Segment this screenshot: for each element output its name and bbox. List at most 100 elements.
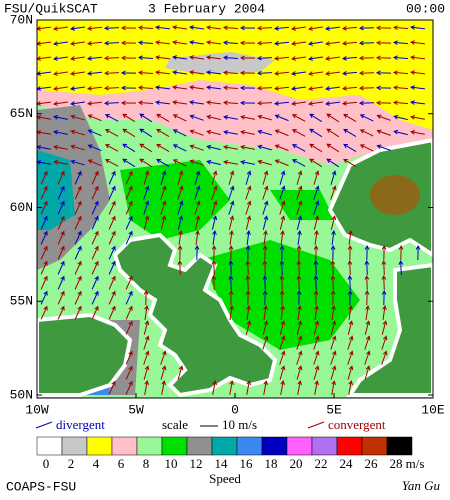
wind-arrow — [155, 40, 171, 45]
wind-arrow — [87, 101, 103, 106]
wind-arrow — [194, 244, 200, 261]
wind-arrow — [206, 129, 221, 136]
wind-arrow — [223, 115, 238, 120]
wind-vectors — [36, 25, 426, 395]
wind-arrow — [125, 215, 133, 230]
wind-arrow — [297, 230, 302, 246]
wind-arrow — [104, 129, 119, 137]
wind-arrow — [364, 274, 370, 291]
wind-arrow — [194, 170, 201, 185]
lon-label: 0 — [231, 402, 239, 417]
wind-arrow — [160, 185, 167, 200]
wind-arrow — [347, 274, 353, 291]
wind-arrow — [143, 170, 150, 185]
wind-arrow — [262, 215, 269, 230]
wind-arrow — [229, 305, 234, 321]
wind-arrow — [279, 200, 286, 215]
wind-arrow — [177, 200, 184, 215]
wind-arrow — [189, 114, 204, 121]
wind-arrow — [274, 129, 289, 137]
wind-arrow — [206, 100, 222, 105]
wind-arrow — [103, 85, 120, 91]
wind-arrow — [240, 114, 255, 120]
wind-arrow — [143, 320, 150, 335]
colorbar-box — [161, 436, 188, 456]
wind-arrow — [257, 129, 272, 136]
wind-arrow — [313, 335, 320, 350]
colorbar-label: 4 — [93, 456, 100, 471]
wind-arrow — [239, 55, 256, 61]
wind-arrow — [398, 244, 404, 261]
wind-arrow — [125, 365, 133, 380]
wind-arrow — [262, 289, 268, 306]
wind-arrow — [313, 215, 320, 230]
wind-arrow — [70, 101, 86, 106]
wind-arrow — [70, 144, 85, 151]
wind-arrow — [262, 259, 268, 276]
wind-arrow — [125, 170, 133, 185]
wind-arrow — [308, 101, 323, 106]
wind-arrow — [239, 85, 256, 91]
wind-arrow — [125, 200, 133, 215]
wind-arrow — [256, 85, 273, 91]
wind-arrow — [195, 230, 200, 246]
wind-arrow — [296, 244, 302, 261]
wind-arrow — [211, 170, 218, 185]
wind-arrow — [348, 305, 353, 321]
wind-arrow — [87, 114, 102, 122]
wind-arrow — [194, 215, 201, 230]
wind-arrow — [229, 380, 235, 395]
wind-arrow — [296, 320, 303, 335]
wind-arrow — [330, 170, 337, 185]
wind-arrow — [87, 144, 102, 152]
wind-arrow — [347, 335, 354, 350]
wind-arrow — [398, 259, 404, 276]
wind-arrow — [410, 100, 426, 105]
wind-arrow — [308, 41, 323, 46]
wind-arrow — [57, 305, 65, 320]
wind-arrow — [189, 25, 204, 30]
wind-arrow — [70, 26, 86, 31]
wind-arrow — [172, 159, 187, 167]
wind-arrow — [274, 86, 290, 91]
wind-arrow — [70, 159, 85, 166]
wind-arrow — [122, 158, 136, 168]
wind-arrow — [160, 350, 167, 365]
wind-arrow — [144, 305, 149, 321]
wind-arrow — [139, 143, 153, 153]
wind-arrow — [228, 170, 235, 185]
region — [37, 150, 75, 230]
wind-arrow — [364, 259, 370, 276]
wind-arrow — [364, 320, 371, 335]
wind-arrow — [74, 185, 82, 200]
wind-arrow — [279, 365, 286, 380]
wind-arrow — [364, 244, 370, 261]
wind-arrow — [410, 85, 426, 90]
wind-arrow — [375, 85, 392, 91]
colorbar-box — [286, 436, 313, 456]
wind-arrow — [358, 100, 375, 106]
wind-arrow — [74, 170, 82, 185]
wind-arrow — [347, 244, 353, 261]
wind-arrow — [392, 25, 409, 31]
wind-arrow — [40, 170, 48, 185]
wind-arrow — [57, 200, 65, 215]
wind-arrow — [291, 56, 307, 61]
wind-arrow — [103, 40, 120, 46]
wind-arrow — [279, 185, 286, 200]
wind-arrow — [291, 86, 307, 91]
wind-arrow — [74, 215, 82, 230]
wind-arrow — [245, 170, 252, 185]
wind-arrow — [279, 170, 286, 185]
colorbar-label: 8 — [143, 456, 150, 471]
wind-arrow — [57, 185, 65, 200]
wind-arrow — [156, 128, 170, 137]
wind-arrow — [172, 114, 187, 122]
wind-arrow — [125, 275, 133, 290]
wind-arrow — [172, 25, 187, 30]
wind-arrow — [314, 305, 319, 321]
wind-arrow — [256, 40, 273, 46]
wind-arrow — [263, 230, 268, 246]
wind-arrow — [262, 185, 269, 200]
wind-arrow — [206, 144, 221, 151]
